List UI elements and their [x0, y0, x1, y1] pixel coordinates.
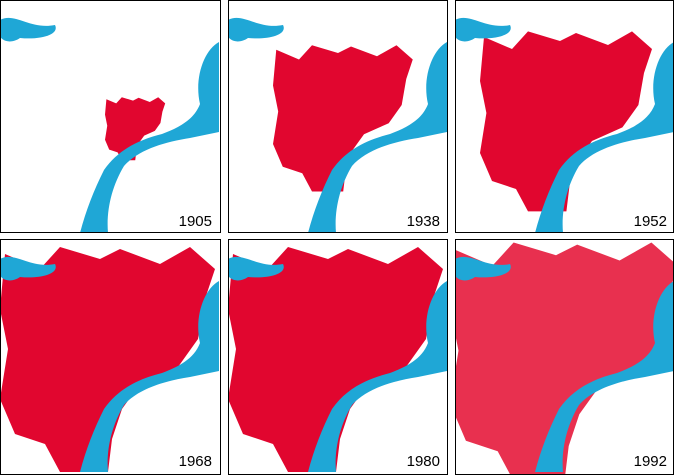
year-label: 1952	[634, 213, 667, 230]
panel-1968: 1968	[0, 239, 221, 475]
panel-1992: 1992	[455, 239, 674, 475]
year-label: 1992	[634, 453, 667, 470]
panel-1952: 1952	[455, 0, 674, 233]
year-label: 1938	[407, 213, 440, 230]
year-label: 1905	[179, 213, 212, 230]
year-label: 1980	[407, 453, 440, 470]
year-label: 1968	[179, 453, 212, 470]
panel-1980: 1980	[228, 239, 448, 475]
panel-1905: 1905	[0, 0, 221, 233]
panel-1938: 1938	[228, 0, 448, 233]
